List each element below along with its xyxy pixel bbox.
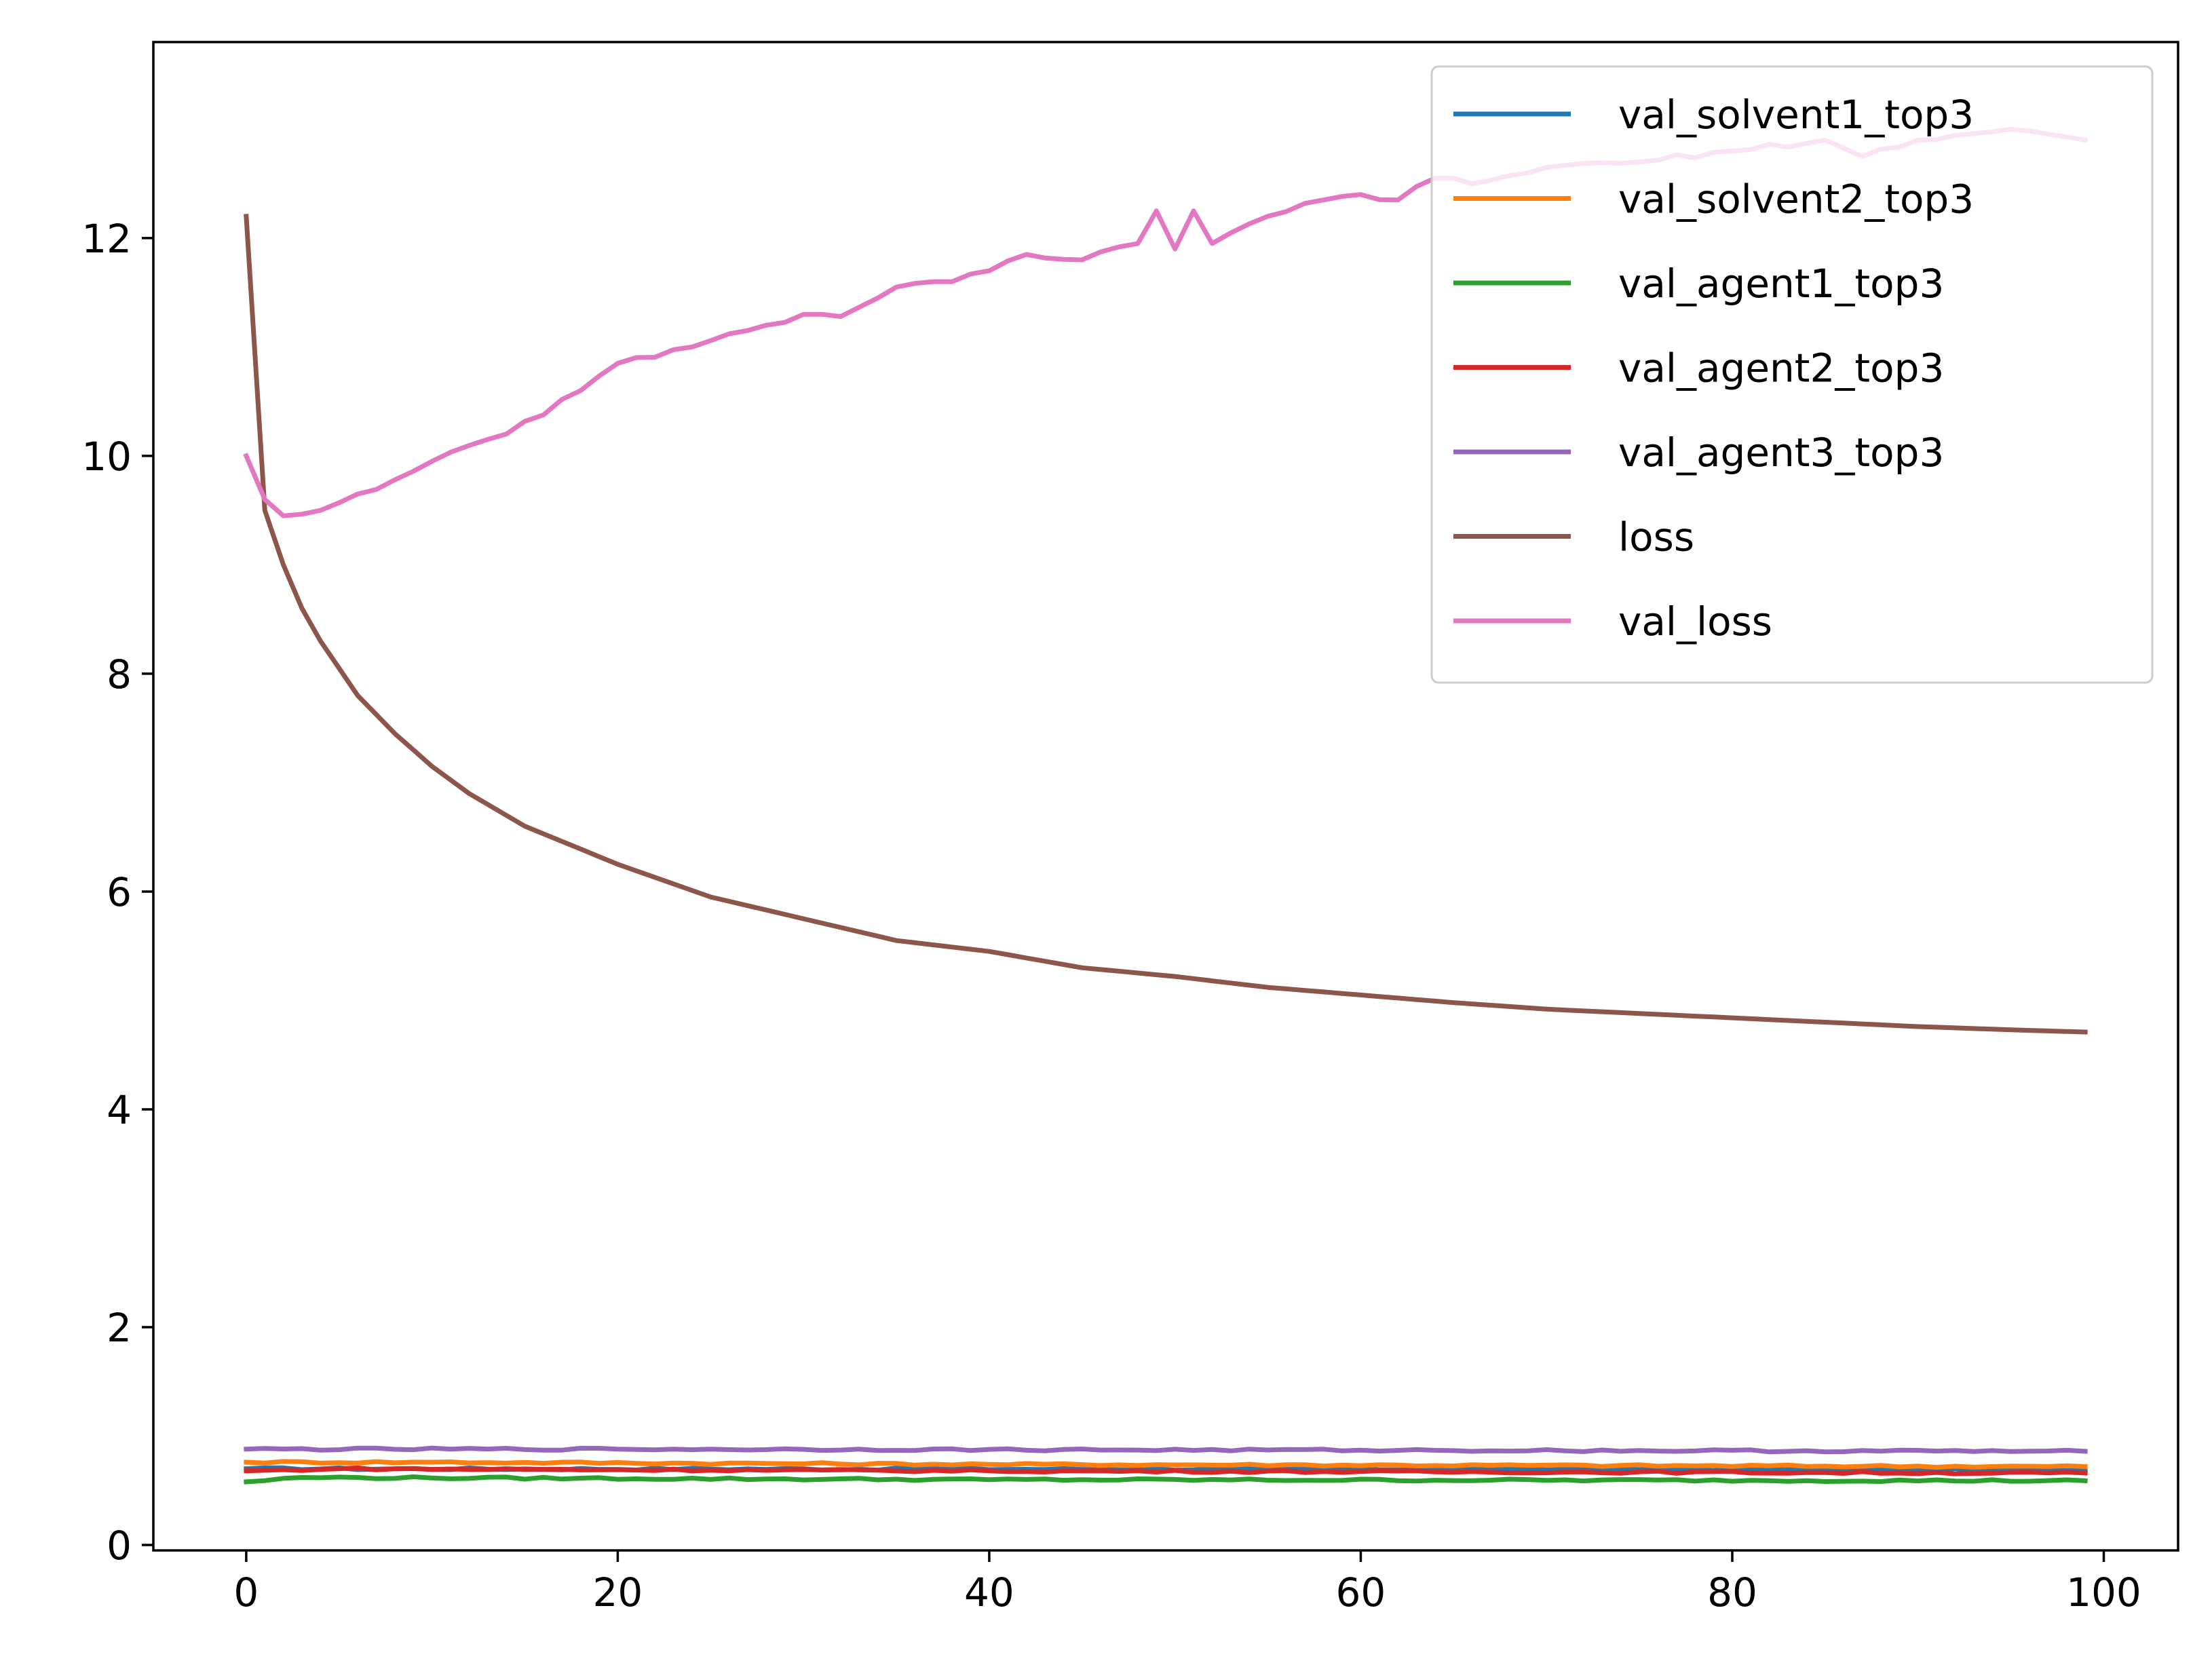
series-line-loss <box>244 214 2088 1035</box>
y-tick-label: 8 <box>107 651 132 698</box>
x-tick-label: 0 <box>233 1569 259 1616</box>
legend-label-val-agent1-top3: val_agent1_top3 <box>1618 261 1944 307</box>
axes-frame <box>152 41 2179 1552</box>
x-tick-label: 20 <box>592 1569 643 1616</box>
legend-label-val-solvent2-top3: val_solvent2_top3 <box>1618 176 1974 223</box>
x-tick-label: 80 <box>1707 1569 1757 1616</box>
series-line-val-solvent2-top3 <box>244 1459 2088 1470</box>
legend-box <box>1430 65 2154 684</box>
y-tick-label: 6 <box>107 869 132 915</box>
axes-layer: 0 20 40 60 80 100 0 2 4 6 8 10 12 <box>81 41 2179 1616</box>
y-tick-label: 4 <box>107 1087 132 1133</box>
legend: val_solvent1_top3 val_solvent2_top3 val_ag… <box>1430 65 2154 684</box>
y-tick-label: 2 <box>107 1305 132 1351</box>
series-line-val-agent2-top3 <box>244 1465 2088 1476</box>
legend-label-val-loss: val_loss <box>1618 598 1772 645</box>
y-tick-label: 10 <box>81 434 132 480</box>
y-tick-label: 0 <box>107 1523 132 1569</box>
legend-label-val-agent3-top3: val_agent3_top3 <box>1618 429 1944 476</box>
y-tick-label: 12 <box>81 216 132 262</box>
x-tick-label: 100 <box>2066 1569 2141 1616</box>
x-tick-label: 40 <box>964 1569 1014 1616</box>
series-line-val-agent3-top3 <box>244 1445 2088 1455</box>
series-line-val-agent1-top3 <box>244 1474 2088 1485</box>
legend-label-val-solvent1-top3: val_solvent1_top3 <box>1618 92 1974 138</box>
x-tick-label: 60 <box>1336 1569 1386 1616</box>
legend-label-loss: loss <box>1618 514 1694 560</box>
legend-label-val-agent2-top3: val_agent2_top3 <box>1618 345 1944 392</box>
